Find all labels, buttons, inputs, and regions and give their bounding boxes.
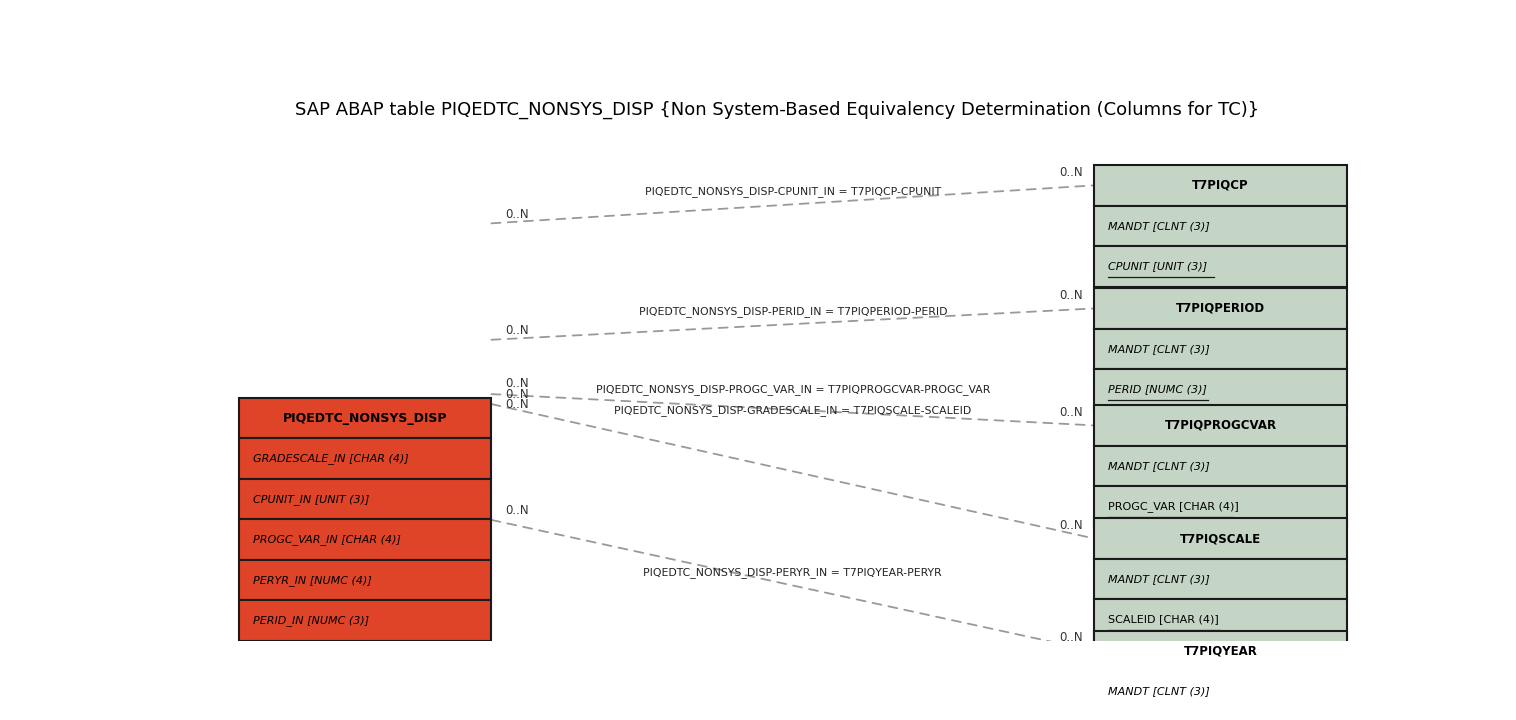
Bar: [1095, 446, 1346, 486]
Text: 0..N: 0..N: [505, 503, 529, 517]
Bar: [240, 479, 491, 519]
Bar: [1095, 405, 1346, 446]
Bar: [1095, 599, 1346, 639]
Bar: [240, 600, 491, 641]
Text: 0..N: 0..N: [1058, 406, 1082, 419]
Text: 0..N: 0..N: [1058, 631, 1082, 644]
Text: 0..N: 0..N: [1058, 519, 1082, 532]
Text: T7PIQPERIOD: T7PIQPERIOD: [1176, 302, 1264, 315]
Bar: [1095, 246, 1346, 287]
Text: CPUNIT [UNIT (3)]: CPUNIT [UNIT (3)]: [1108, 261, 1207, 271]
Bar: [1095, 486, 1346, 526]
Bar: [240, 438, 491, 479]
Bar: [1095, 559, 1346, 599]
Text: 0..N: 0..N: [1058, 289, 1082, 302]
Text: PERID_IN [NUMC (3)]: PERID_IN [NUMC (3)]: [253, 615, 368, 626]
Text: PERID [NUMC (3)]: PERID [NUMC (3)]: [1108, 384, 1207, 395]
Text: PIQEDTC_NONSYS_DISP-CPUNIT_IN = T7PIQCP-CPUNIT: PIQEDTC_NONSYS_DISP-CPUNIT_IN = T7PIQCP-…: [644, 186, 941, 197]
Text: MANDT [CLNT (3)]: MANDT [CLNT (3)]: [1108, 344, 1210, 354]
Text: MANDT [CLNT (3)]: MANDT [CLNT (3)]: [1108, 221, 1210, 231]
Bar: [1095, 206, 1346, 246]
Bar: [1095, 518, 1346, 559]
Text: PIQEDTC_NONSYS_DISP: PIQEDTC_NONSYS_DISP: [283, 412, 447, 425]
Bar: [1095, 288, 1346, 328]
Bar: [1095, 712, 1346, 720]
Text: PROGC_VAR [CHAR (4)]: PROGC_VAR [CHAR (4)]: [1108, 501, 1239, 512]
Text: SCALEID [CHAR (4)]: SCALEID [CHAR (4)]: [1108, 614, 1219, 624]
Text: PIQEDTC_NONSYS_DISP-PERID_IN = T7PIQPERIOD-PERID: PIQEDTC_NONSYS_DISP-PERID_IN = T7PIQPERI…: [638, 306, 948, 317]
Bar: [1095, 631, 1346, 671]
Text: MANDT [CLNT (3)]: MANDT [CLNT (3)]: [1108, 687, 1210, 696]
Bar: [1095, 369, 1346, 410]
Bar: [240, 519, 491, 560]
Bar: [1095, 671, 1346, 712]
Text: PIQEDTC_NONSYS_DISP-PROGC_VAR_IN = T7PIQPROGCVAR-PROGC_VAR: PIQEDTC_NONSYS_DISP-PROGC_VAR_IN = T7PIQ…: [596, 384, 990, 395]
Text: PIQEDTC_NONSYS_DISP-PERYR_IN = T7PIQYEAR-PERYR: PIQEDTC_NONSYS_DISP-PERYR_IN = T7PIQYEAR…: [643, 567, 941, 578]
Text: T7PIQPROGCVAR: T7PIQPROGCVAR: [1164, 419, 1276, 432]
Text: GRADESCALE_IN [CHAR (4)]: GRADESCALE_IN [CHAR (4)]: [253, 453, 409, 464]
Text: 0..N: 0..N: [505, 388, 529, 401]
Text: CPUNIT_IN [UNIT (3)]: CPUNIT_IN [UNIT (3)]: [253, 494, 370, 505]
Bar: [1095, 328, 1346, 369]
Bar: [240, 560, 491, 600]
Text: MANDT [CLNT (3)]: MANDT [CLNT (3)]: [1108, 574, 1210, 584]
Text: 0..N: 0..N: [505, 324, 529, 337]
Text: T7PIQSCALE: T7PIQSCALE: [1179, 532, 1261, 545]
Text: MANDT [CLNT (3)]: MANDT [CLNT (3)]: [1108, 461, 1210, 471]
Text: PIQEDTC_NONSYS_DISP-GRADESCALE_IN = T7PIQSCALE-SCALEID: PIQEDTC_NONSYS_DISP-GRADESCALE_IN = T7PI…: [614, 405, 972, 416]
Bar: [1095, 165, 1346, 206]
Text: 0..N: 0..N: [505, 398, 529, 411]
Text: 0..N: 0..N: [505, 207, 529, 220]
Bar: [240, 398, 491, 438]
Text: T7PIQCP: T7PIQCP: [1192, 179, 1249, 192]
Text: 0..N: 0..N: [505, 377, 529, 390]
Text: T7PIQYEAR: T7PIQYEAR: [1184, 644, 1257, 657]
Text: PROGC_VAR_IN [CHAR (4)]: PROGC_VAR_IN [CHAR (4)]: [253, 534, 400, 545]
Text: SAP ABAP table PIQEDTC_NONSYS_DISP {Non System-Based Equivalency Determination (: SAP ABAP table PIQEDTC_NONSYS_DISP {Non …: [296, 100, 1258, 119]
Text: 0..N: 0..N: [1058, 166, 1082, 179]
Text: PERYR_IN [NUMC (4)]: PERYR_IN [NUMC (4)]: [253, 575, 371, 585]
